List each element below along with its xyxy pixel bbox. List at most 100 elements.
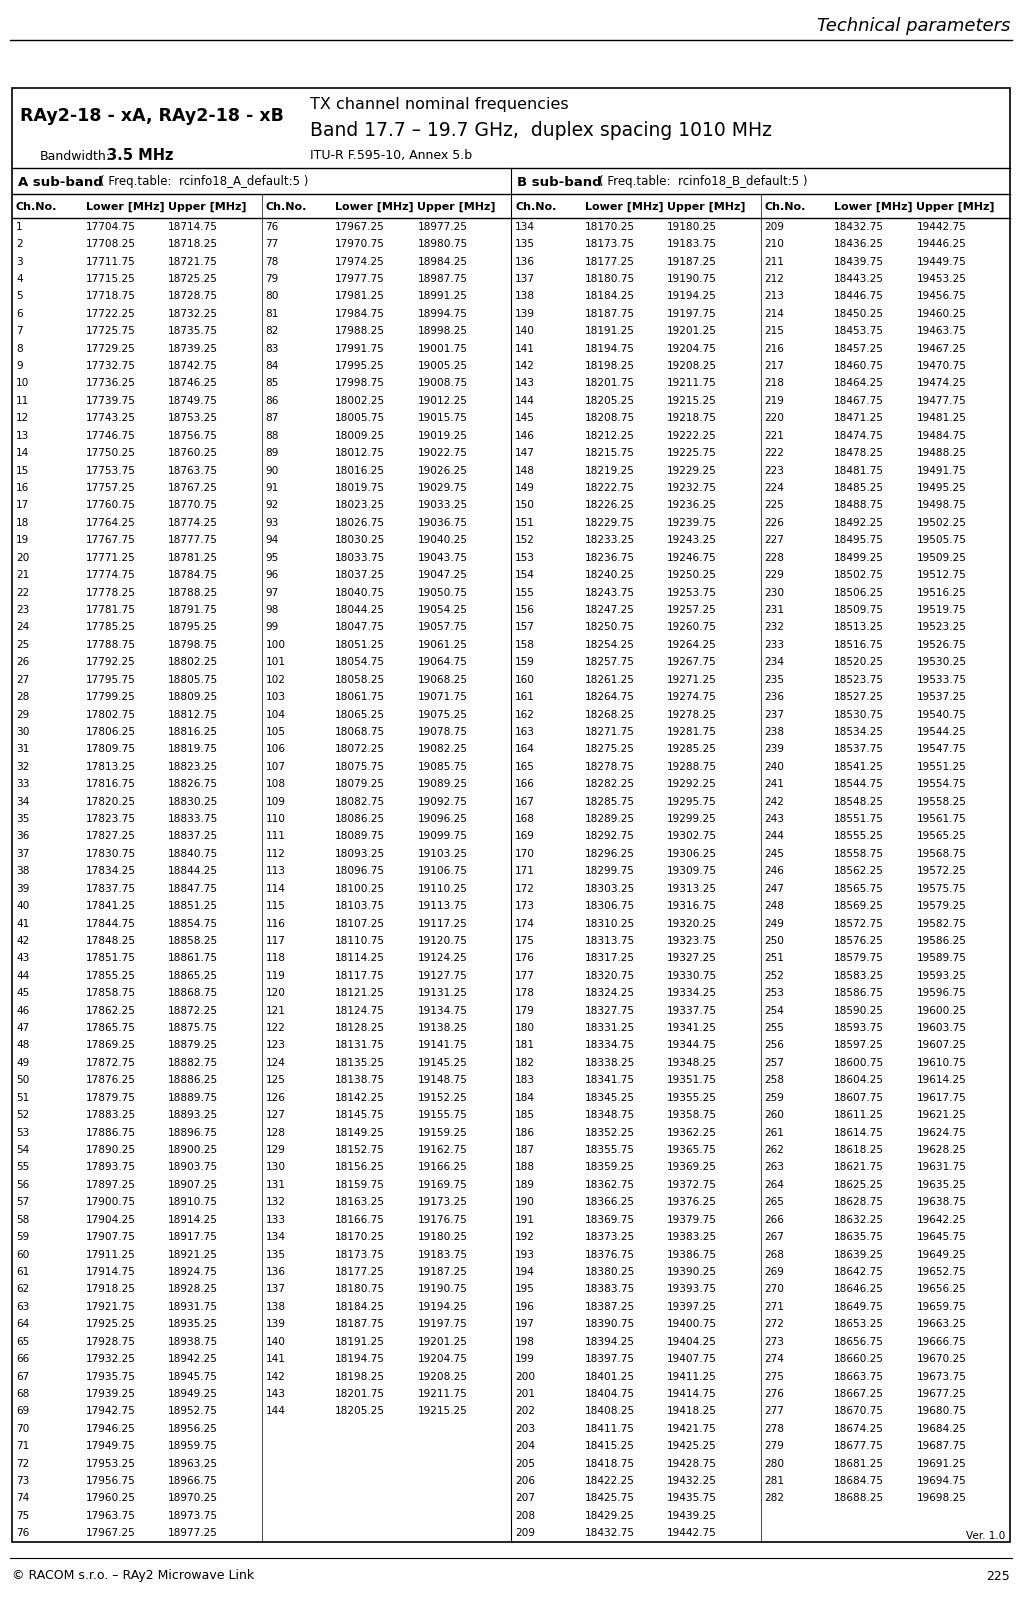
Text: 18907.25: 18907.25 <box>168 1180 218 1190</box>
Text: 18774.25: 18774.25 <box>168 518 218 528</box>
Text: 18002.25: 18002.25 <box>335 397 385 406</box>
Text: 19589.75: 19589.75 <box>917 953 967 963</box>
Text: 18117.75: 18117.75 <box>335 971 385 980</box>
Text: 66: 66 <box>16 1354 30 1364</box>
Text: 17739.75: 17739.75 <box>86 397 136 406</box>
Text: 18732.25: 18732.25 <box>168 309 218 318</box>
Text: 155: 155 <box>515 587 535 598</box>
Text: 19005.25: 19005.25 <box>417 361 467 371</box>
Text: 18397.75: 18397.75 <box>585 1354 635 1364</box>
Text: © RACOM s.r.o. – RAy2 Microwave Link: © RACOM s.r.o. – RAy2 Microwave Link <box>12 1570 254 1583</box>
Text: 18415.25: 18415.25 <box>585 1441 635 1452</box>
Text: 18194.75: 18194.75 <box>585 344 635 353</box>
Text: 174: 174 <box>515 918 535 929</box>
Text: 18282.25: 18282.25 <box>585 779 635 790</box>
Text: 115: 115 <box>266 902 285 911</box>
Text: 80: 80 <box>266 291 279 301</box>
Text: 18030.25: 18030.25 <box>335 536 385 545</box>
Text: 136: 136 <box>515 256 535 267</box>
Text: 19015.75: 19015.75 <box>417 414 467 424</box>
Text: 19421.75: 19421.75 <box>667 1423 716 1434</box>
Text: 49: 49 <box>16 1059 30 1068</box>
Text: Upper [MHz]: Upper [MHz] <box>417 201 496 213</box>
Text: 19519.75: 19519.75 <box>917 604 966 616</box>
Text: 232: 232 <box>764 622 785 632</box>
Text: 17858.75: 17858.75 <box>86 988 136 998</box>
Text: 137: 137 <box>266 1284 285 1295</box>
Text: 3: 3 <box>16 256 22 267</box>
Text: 12: 12 <box>16 414 30 424</box>
Text: 244: 244 <box>764 831 784 841</box>
Text: 18830.25: 18830.25 <box>168 796 218 806</box>
Text: 22: 22 <box>16 587 30 598</box>
Text: 18551.75: 18551.75 <box>834 814 884 823</box>
Text: 41: 41 <box>16 918 30 929</box>
Text: 18152.75: 18152.75 <box>335 1145 385 1154</box>
Text: 18809.25: 18809.25 <box>168 692 218 702</box>
Text: 65: 65 <box>16 1337 30 1346</box>
Text: 211: 211 <box>764 256 784 267</box>
Text: 18310.25: 18310.25 <box>585 918 635 929</box>
Text: 147: 147 <box>515 448 535 459</box>
Text: 19372.75: 19372.75 <box>667 1180 716 1190</box>
Text: 61: 61 <box>16 1266 30 1278</box>
Text: Upper [MHz]: Upper [MHz] <box>168 201 246 213</box>
Text: 18667.25: 18667.25 <box>834 1390 884 1399</box>
Text: 279: 279 <box>764 1441 784 1452</box>
Text: 17904.25: 17904.25 <box>86 1215 136 1225</box>
Text: 269: 269 <box>764 1266 784 1278</box>
Text: 18299.75: 18299.75 <box>585 867 635 876</box>
Text: 18889.75: 18889.75 <box>168 1092 218 1103</box>
Text: 270: 270 <box>764 1284 785 1295</box>
Text: ( Freq.table:  rcinfo18_A_default:5 ): ( Freq.table: rcinfo18_A_default:5 ) <box>100 176 309 189</box>
Text: 249: 249 <box>764 918 784 929</box>
Text: 20: 20 <box>16 553 30 563</box>
Text: 17865.75: 17865.75 <box>86 1023 136 1033</box>
Text: 18166.75: 18166.75 <box>335 1215 385 1225</box>
Text: 19456.75: 19456.75 <box>917 291 966 301</box>
Text: 18952.75: 18952.75 <box>168 1407 218 1417</box>
Text: 18243.75: 18243.75 <box>585 587 635 598</box>
Text: 75: 75 <box>16 1511 30 1521</box>
Text: 18257.75: 18257.75 <box>585 657 635 667</box>
Text: 23: 23 <box>16 604 30 616</box>
Text: 18502.75: 18502.75 <box>834 571 884 580</box>
Text: 18191.25: 18191.25 <box>585 326 635 336</box>
Text: 120: 120 <box>266 988 285 998</box>
Text: 17970.75: 17970.75 <box>335 240 385 249</box>
Text: 18597.25: 18597.25 <box>834 1041 884 1051</box>
Text: 19264.25: 19264.25 <box>667 640 716 649</box>
Text: 18917.75: 18917.75 <box>168 1233 218 1242</box>
Text: 86: 86 <box>266 397 279 406</box>
Text: 18359.25: 18359.25 <box>585 1162 635 1172</box>
Text: 274: 274 <box>764 1354 784 1364</box>
Text: 18495.75: 18495.75 <box>834 536 884 545</box>
Text: 18303.25: 18303.25 <box>585 884 635 894</box>
Text: 18313.75: 18313.75 <box>585 935 635 947</box>
Text: 17774.75: 17774.75 <box>86 571 135 580</box>
Text: 19075.25: 19075.25 <box>417 710 467 720</box>
Text: 134: 134 <box>515 222 535 232</box>
Text: 19341.25: 19341.25 <box>667 1023 716 1033</box>
Text: 21: 21 <box>16 571 30 580</box>
Text: 39: 39 <box>16 884 30 894</box>
Text: 18506.25: 18506.25 <box>834 587 884 598</box>
Text: 18625.25: 18625.25 <box>834 1180 884 1190</box>
Text: 18523.75: 18523.75 <box>834 675 884 684</box>
Text: 262: 262 <box>764 1145 784 1154</box>
Text: 78: 78 <box>266 256 279 267</box>
Text: 17795.75: 17795.75 <box>86 675 135 684</box>
Text: 19057.75: 19057.75 <box>417 622 467 632</box>
Text: 267: 267 <box>764 1233 784 1242</box>
Text: 191: 191 <box>515 1215 535 1225</box>
Text: 19201.25: 19201.25 <box>417 1337 467 1346</box>
Text: 19337.75: 19337.75 <box>667 1006 717 1015</box>
Text: 19663.25: 19663.25 <box>917 1319 967 1329</box>
Text: 246: 246 <box>764 867 784 876</box>
Text: 145: 145 <box>515 414 535 424</box>
Text: 17757.25: 17757.25 <box>86 483 135 492</box>
Text: 275: 275 <box>764 1372 784 1382</box>
Text: 108: 108 <box>266 779 285 790</box>
Text: ( Freq.table:  rcinfo18_B_default:5 ): ( Freq.table: rcinfo18_B_default:5 ) <box>599 176 807 189</box>
Text: 18380.25: 18380.25 <box>585 1266 635 1278</box>
